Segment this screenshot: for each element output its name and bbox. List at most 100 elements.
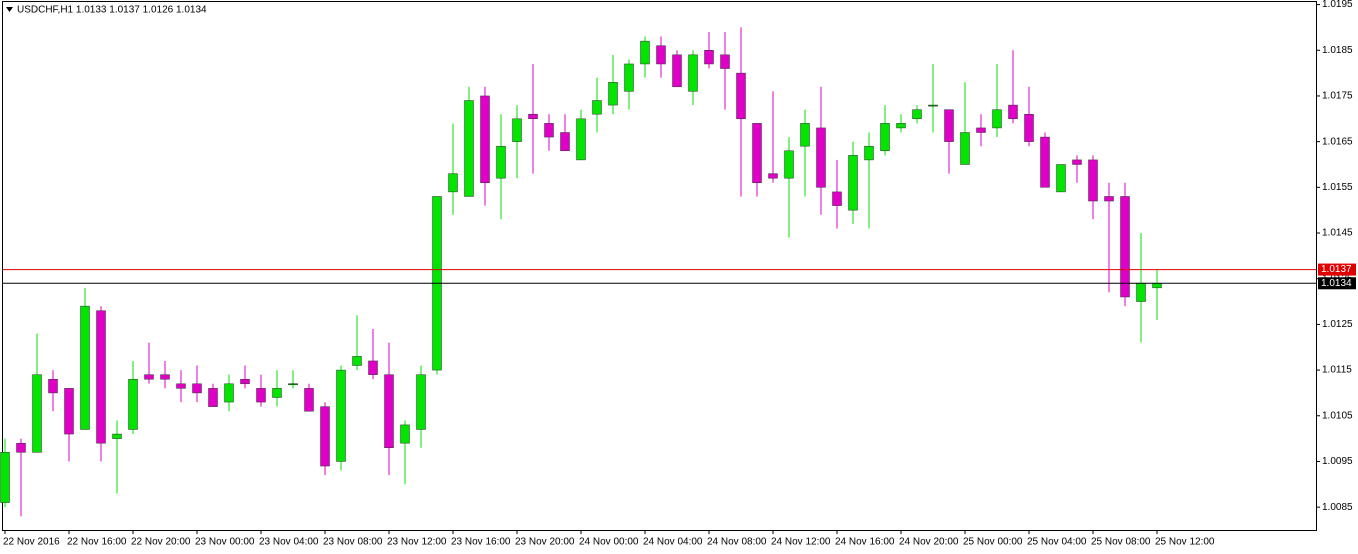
y-tick-label: 1.0195 xyxy=(1322,0,1353,10)
ask-label-box xyxy=(1318,263,1356,276)
candle-body xyxy=(496,145,506,179)
candle-body xyxy=(64,388,74,435)
candle-body xyxy=(688,54,698,92)
candle-body xyxy=(624,63,634,92)
x-tick-label: 23 Nov 12:00 xyxy=(387,537,447,548)
candle-body xyxy=(720,54,730,69)
x-tick-label: 22 Nov 2016 xyxy=(3,537,60,548)
bid-label-box xyxy=(1318,277,1356,290)
x-tick-label: 23 Nov 08:00 xyxy=(323,537,383,548)
candle-body xyxy=(80,305,90,430)
candle-body xyxy=(352,356,362,366)
candle-body xyxy=(144,374,154,380)
candle-body xyxy=(48,378,58,394)
candle-body xyxy=(480,95,490,184)
candle-body xyxy=(992,109,1002,129)
y-tick-label: 1.0185 xyxy=(1322,45,1353,56)
candle-body xyxy=(256,388,266,403)
candle-body xyxy=(880,123,890,152)
candle-body xyxy=(976,127,986,133)
candle-body xyxy=(832,191,842,206)
candle-body xyxy=(448,173,458,193)
y-tick-label: 1.0115 xyxy=(1322,365,1352,376)
plot-frame xyxy=(2,1,1317,531)
candle-body xyxy=(672,54,682,88)
candle-body xyxy=(816,127,826,188)
y-tick-label: 1.0155 xyxy=(1322,182,1353,193)
y-tick-label: 1.0165 xyxy=(1322,136,1353,147)
x-tick-label: 24 Nov 04:00 xyxy=(643,537,703,548)
candle-body xyxy=(1120,196,1130,298)
candle-body xyxy=(224,383,234,403)
y-tick-label: 1.0105 xyxy=(1322,410,1353,421)
x-tick-label: 23 Nov 20:00 xyxy=(515,537,575,548)
candle-body xyxy=(1088,159,1098,202)
candle-body xyxy=(368,360,378,375)
x-tick-label: 24 Nov 16:00 xyxy=(835,537,895,548)
candle-body xyxy=(1072,159,1082,165)
candle-body xyxy=(320,406,330,467)
candle-body xyxy=(192,383,202,394)
x-tick-label: 24 Nov 20:00 xyxy=(899,537,959,548)
candle-body xyxy=(1136,283,1146,302)
y-tick-label: 1.0125 xyxy=(1322,319,1353,330)
x-tick-label: 22 Nov 20:00 xyxy=(131,537,191,548)
candle-body xyxy=(704,50,714,65)
candle-body xyxy=(848,155,858,211)
candle-body xyxy=(128,378,138,430)
candle-body xyxy=(1152,283,1162,289)
candle-body xyxy=(112,433,122,439)
menu-icon[interactable] xyxy=(6,7,13,12)
candle-body xyxy=(208,388,218,407)
candle-body xyxy=(752,123,762,184)
x-tick-label: 25 Nov 00:00 xyxy=(963,537,1023,548)
candle-body xyxy=(736,72,746,120)
candle-body xyxy=(960,132,970,165)
x-tick-label: 22 Nov 16:00 xyxy=(67,537,127,548)
candle-body xyxy=(416,374,426,430)
candle-body xyxy=(464,100,474,197)
bid-label: 1.0134 xyxy=(1321,278,1352,289)
x-tick-label: 23 Nov 16:00 xyxy=(451,537,511,548)
candle-body xyxy=(176,383,186,389)
candle-body xyxy=(384,374,394,449)
candle-body xyxy=(944,109,954,142)
candle-body xyxy=(288,383,298,386)
candle-body xyxy=(160,374,170,380)
candle-body xyxy=(560,132,570,152)
candle-body xyxy=(512,118,522,142)
candle-body xyxy=(656,45,666,65)
x-tick-label: 24 Nov 00:00 xyxy=(579,537,639,548)
chart-title: USDCHF,H1 1.0133 1.0137 1.0126 1.0134 xyxy=(17,5,207,16)
candle-body xyxy=(528,113,538,120)
candle-body xyxy=(896,123,906,129)
x-tick-label: 23 Nov 00:00 xyxy=(195,537,255,548)
candle-body xyxy=(1056,164,1066,193)
y-tick-label: 1.0175 xyxy=(1322,91,1353,102)
candle-body xyxy=(336,369,346,462)
candle-body xyxy=(912,109,922,120)
candle-body xyxy=(1024,113,1034,142)
candle-body xyxy=(96,310,106,444)
y-tick-label: 1.0145 xyxy=(1322,228,1353,239)
candle-body xyxy=(800,123,810,147)
x-tick-label: 25 Nov 08:00 xyxy=(1091,537,1151,548)
candle-body xyxy=(272,388,282,398)
y-tick-label: 1.0085 xyxy=(1322,502,1353,513)
candle-body xyxy=(240,378,250,385)
x-tick-label: 25 Nov 12:00 xyxy=(1155,537,1215,548)
candle-body xyxy=(864,145,874,161)
candle-body xyxy=(576,118,586,161)
candle-body xyxy=(1104,196,1114,202)
candle-body xyxy=(784,150,794,179)
candle-body xyxy=(304,388,314,412)
candle-body xyxy=(592,100,602,115)
candle-body xyxy=(768,173,778,179)
candle-body xyxy=(1040,136,1050,188)
ask-label: 1.0137 xyxy=(1321,264,1352,275)
x-tick-label: 25 Nov 04:00 xyxy=(1027,537,1087,548)
x-tick-label: 24 Nov 08:00 xyxy=(707,537,767,548)
candle-body xyxy=(928,104,938,107)
x-tick-label: 24 Nov 12:00 xyxy=(771,537,831,548)
